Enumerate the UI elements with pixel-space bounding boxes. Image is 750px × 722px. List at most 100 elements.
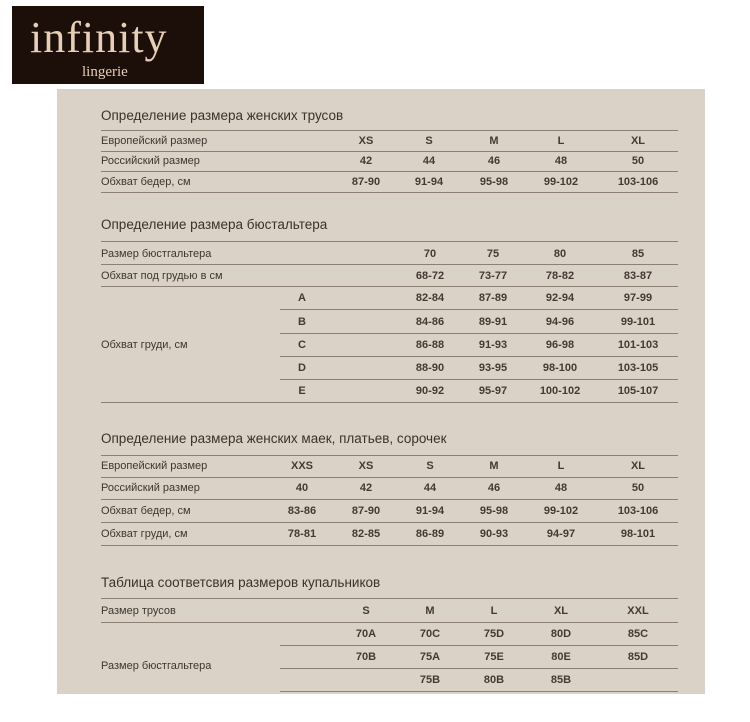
table-cell: L bbox=[557, 460, 565, 472]
row-label: Размер трусов bbox=[101, 605, 176, 617]
table-cell: 105-107 bbox=[617, 385, 659, 397]
divider bbox=[101, 402, 678, 403]
table-cell: 87-90 bbox=[351, 176, 381, 188]
table-cell: S bbox=[426, 460, 434, 472]
table-cell: 70B bbox=[355, 651, 377, 663]
table-cell: 48 bbox=[554, 155, 568, 167]
table-cell: 84-86 bbox=[415, 316, 445, 328]
table-cell: 101-103 bbox=[617, 339, 659, 351]
cup-letter: A bbox=[298, 292, 306, 304]
table-cell: 91-94 bbox=[414, 176, 444, 188]
divider bbox=[280, 356, 678, 357]
table-cell: M bbox=[425, 605, 435, 617]
table-cell: 99-101 bbox=[620, 316, 656, 328]
table-cell: 50 bbox=[631, 482, 645, 494]
table-cell: 82-85 bbox=[351, 528, 381, 540]
logo: infinity lingerie bbox=[12, 6, 204, 84]
table-cell: 85D bbox=[627, 651, 649, 663]
table-cell: 75 bbox=[486, 248, 500, 260]
table-cell: XL bbox=[630, 460, 646, 472]
row-label: Обхват бедер, см bbox=[101, 176, 191, 188]
divider bbox=[101, 171, 678, 172]
divider bbox=[101, 192, 678, 193]
table-cell: 73-77 bbox=[478, 270, 508, 282]
table-cell: 98-100 bbox=[542, 362, 578, 374]
table-cell: 75D bbox=[483, 628, 505, 640]
table-cell: 95-98 bbox=[479, 505, 509, 517]
table-cell: 91-94 bbox=[415, 505, 445, 517]
table-cell: 85B bbox=[550, 674, 572, 686]
table-cell: 80D bbox=[550, 628, 572, 640]
table-cell: 44 bbox=[422, 155, 436, 167]
row-label: Обхват под грудью в см bbox=[101, 270, 223, 282]
table-cell: 70A bbox=[355, 628, 377, 640]
table-cell: 82-84 bbox=[415, 292, 445, 304]
table-cell: 85 bbox=[631, 248, 645, 260]
divider bbox=[101, 545, 678, 546]
divider bbox=[101, 455, 678, 456]
logo-brand: infinity bbox=[30, 13, 168, 62]
table-cell: XXS bbox=[290, 460, 314, 472]
table-cell: XXL bbox=[627, 605, 649, 617]
table-cell: 93-95 bbox=[478, 362, 508, 374]
divider bbox=[280, 645, 678, 646]
section-title: Определение размера женских трусов bbox=[101, 108, 344, 123]
cup-letter: E bbox=[298, 385, 306, 397]
row-label: Европейский размер bbox=[101, 460, 208, 472]
cup-letter: C bbox=[298, 339, 306, 351]
cup-letter: B bbox=[298, 316, 306, 328]
table-cell: 98-101 bbox=[620, 528, 656, 540]
table-cell: 86-89 bbox=[415, 528, 445, 540]
divider bbox=[101, 151, 678, 152]
divider bbox=[101, 241, 678, 242]
table-cell: 94-97 bbox=[546, 528, 576, 540]
table-cell: 103-106 bbox=[617, 505, 659, 517]
row-label: Обхват груди, см bbox=[101, 528, 188, 540]
table-cell: 50 bbox=[631, 155, 645, 167]
table-cell: 46 bbox=[487, 155, 501, 167]
table-cell: 85C bbox=[627, 628, 649, 640]
table-cell: 70 bbox=[423, 248, 437, 260]
divider bbox=[280, 668, 678, 669]
divider bbox=[101, 130, 678, 131]
table-cell: S bbox=[362, 605, 370, 617]
row-label: Европейский размер bbox=[101, 135, 208, 147]
row-label: Обхват груди, см bbox=[101, 339, 188, 351]
table-cell: 95-97 bbox=[478, 385, 508, 397]
divider bbox=[101, 264, 678, 265]
divider bbox=[280, 333, 678, 334]
table-cell: 89-91 bbox=[478, 316, 508, 328]
table-cell: 40 bbox=[295, 482, 309, 494]
table-cell: 80B bbox=[483, 674, 505, 686]
row-label: Российский размер bbox=[101, 155, 200, 167]
table-cell: 75E bbox=[484, 651, 504, 663]
divider bbox=[101, 477, 678, 478]
table-cell: 44 bbox=[423, 482, 437, 494]
size-chart-panel bbox=[57, 89, 705, 694]
table-cell: 80E bbox=[551, 651, 571, 663]
table-cell: 70C bbox=[419, 628, 441, 640]
table-cell: S bbox=[425, 135, 433, 147]
row-label: Размер бюстгальтера bbox=[101, 660, 212, 672]
table-cell: 75B bbox=[419, 674, 441, 686]
section-title: Определение размера бюстальтера bbox=[101, 217, 328, 232]
table-cell: 103-106 bbox=[617, 176, 659, 188]
section-title: Таблица соответсвия размеров купальников bbox=[101, 575, 381, 590]
table-cell: 96-98 bbox=[545, 339, 575, 351]
table-cell: 100-102 bbox=[539, 385, 581, 397]
divider bbox=[280, 691, 678, 692]
table-cell: L bbox=[557, 135, 565, 147]
section-title: Определение размера женских маек, платье… bbox=[101, 431, 447, 446]
table-cell: 94-96 bbox=[545, 316, 575, 328]
row-label: Размер бюстгальтера bbox=[101, 248, 212, 260]
divider bbox=[101, 522, 678, 523]
table-cell: 103-105 bbox=[617, 362, 659, 374]
table-cell: XL bbox=[630, 135, 646, 147]
table-cell: 86-88 bbox=[415, 339, 445, 351]
divider bbox=[280, 309, 678, 310]
divider bbox=[101, 499, 678, 500]
table-cell: 88-90 bbox=[415, 362, 445, 374]
divider bbox=[101, 598, 678, 599]
table-cell: 87-89 bbox=[478, 292, 508, 304]
table-cell: 95-98 bbox=[479, 176, 509, 188]
